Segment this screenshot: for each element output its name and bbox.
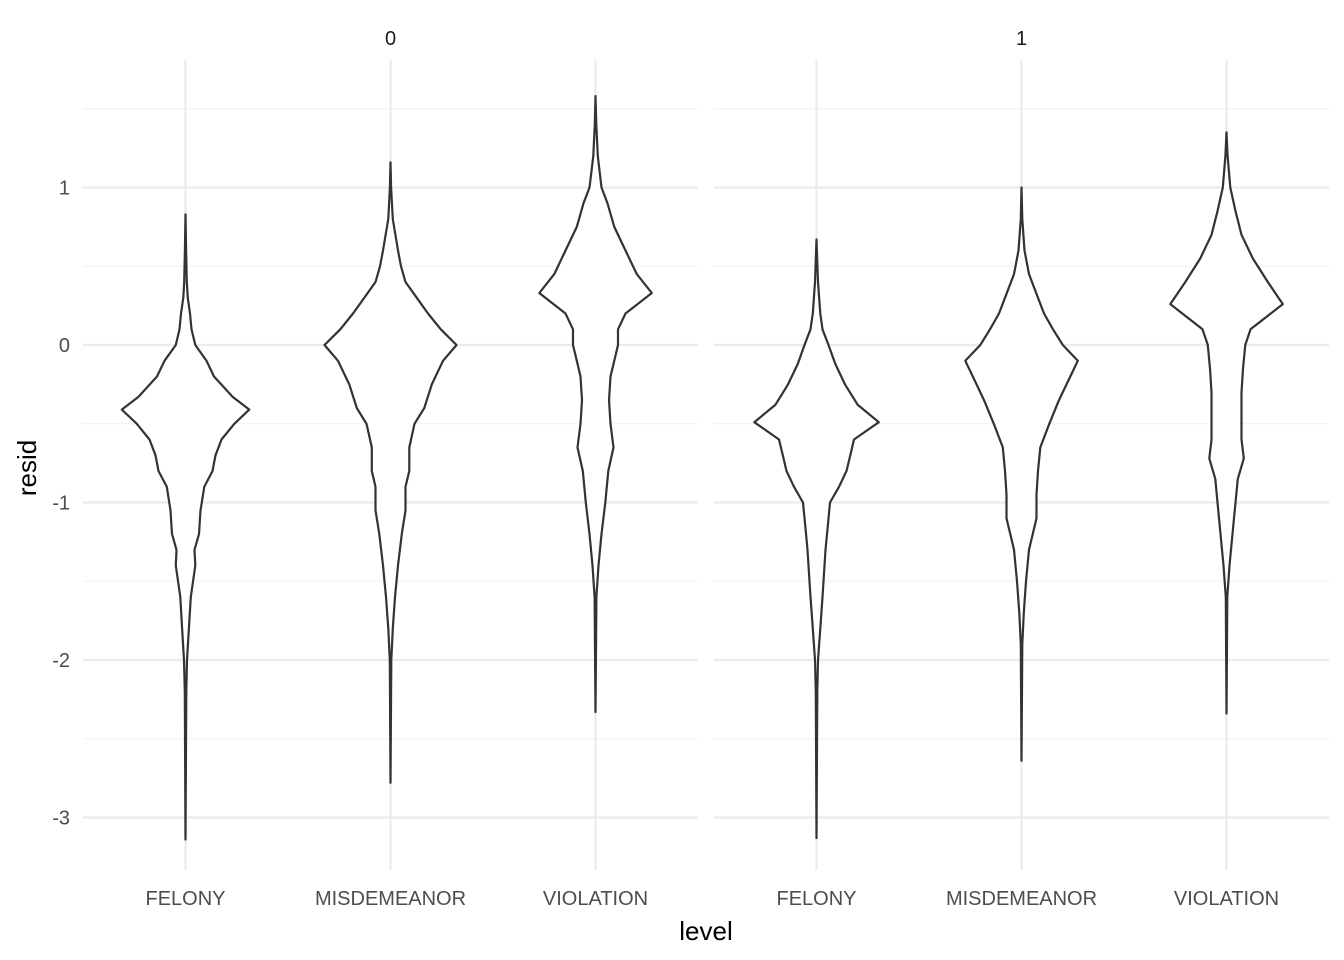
y-tick-label: 0	[59, 335, 70, 357]
x-tick-label: FELONY	[145, 888, 225, 910]
violin-misdemeanor-panel-0	[323, 161, 458, 784]
x-tick-label: MISDEMEANOR	[946, 888, 1097, 910]
facet-strip-label: 1	[1016, 28, 1027, 50]
violin-felony-panel-1	[753, 238, 880, 840]
x-tick-label: VIOLATION	[1174, 888, 1279, 910]
y-tick-label: -1	[52, 493, 70, 515]
x-axis-title: level	[679, 916, 732, 946]
y-axis-title: resid	[12, 440, 42, 496]
y-tick-label: 1	[59, 178, 70, 200]
violin-felony-panel-0	[120, 213, 251, 841]
x-tick-label: MISDEMEANOR	[315, 888, 466, 910]
y-tick-label: -3	[52, 808, 70, 830]
x-tick-label: VIOLATION	[543, 888, 648, 910]
violin-layer	[120, 95, 1284, 841]
violin-misdemeanor-panel-1	[964, 186, 1079, 762]
grid-layer	[83, 60, 1329, 870]
violin-violation-panel-1	[1169, 131, 1284, 715]
label-layer: 0 FELONY MISDEMEANOR VIOLATION 1 FELONY MISDEM…	[52, 28, 1279, 910]
y-tick-label: -2	[52, 650, 70, 672]
facet-strip-label: 0	[385, 28, 396, 50]
violin-violation-panel-0	[538, 95, 653, 714]
x-tick-label: FELONY	[776, 888, 856, 910]
